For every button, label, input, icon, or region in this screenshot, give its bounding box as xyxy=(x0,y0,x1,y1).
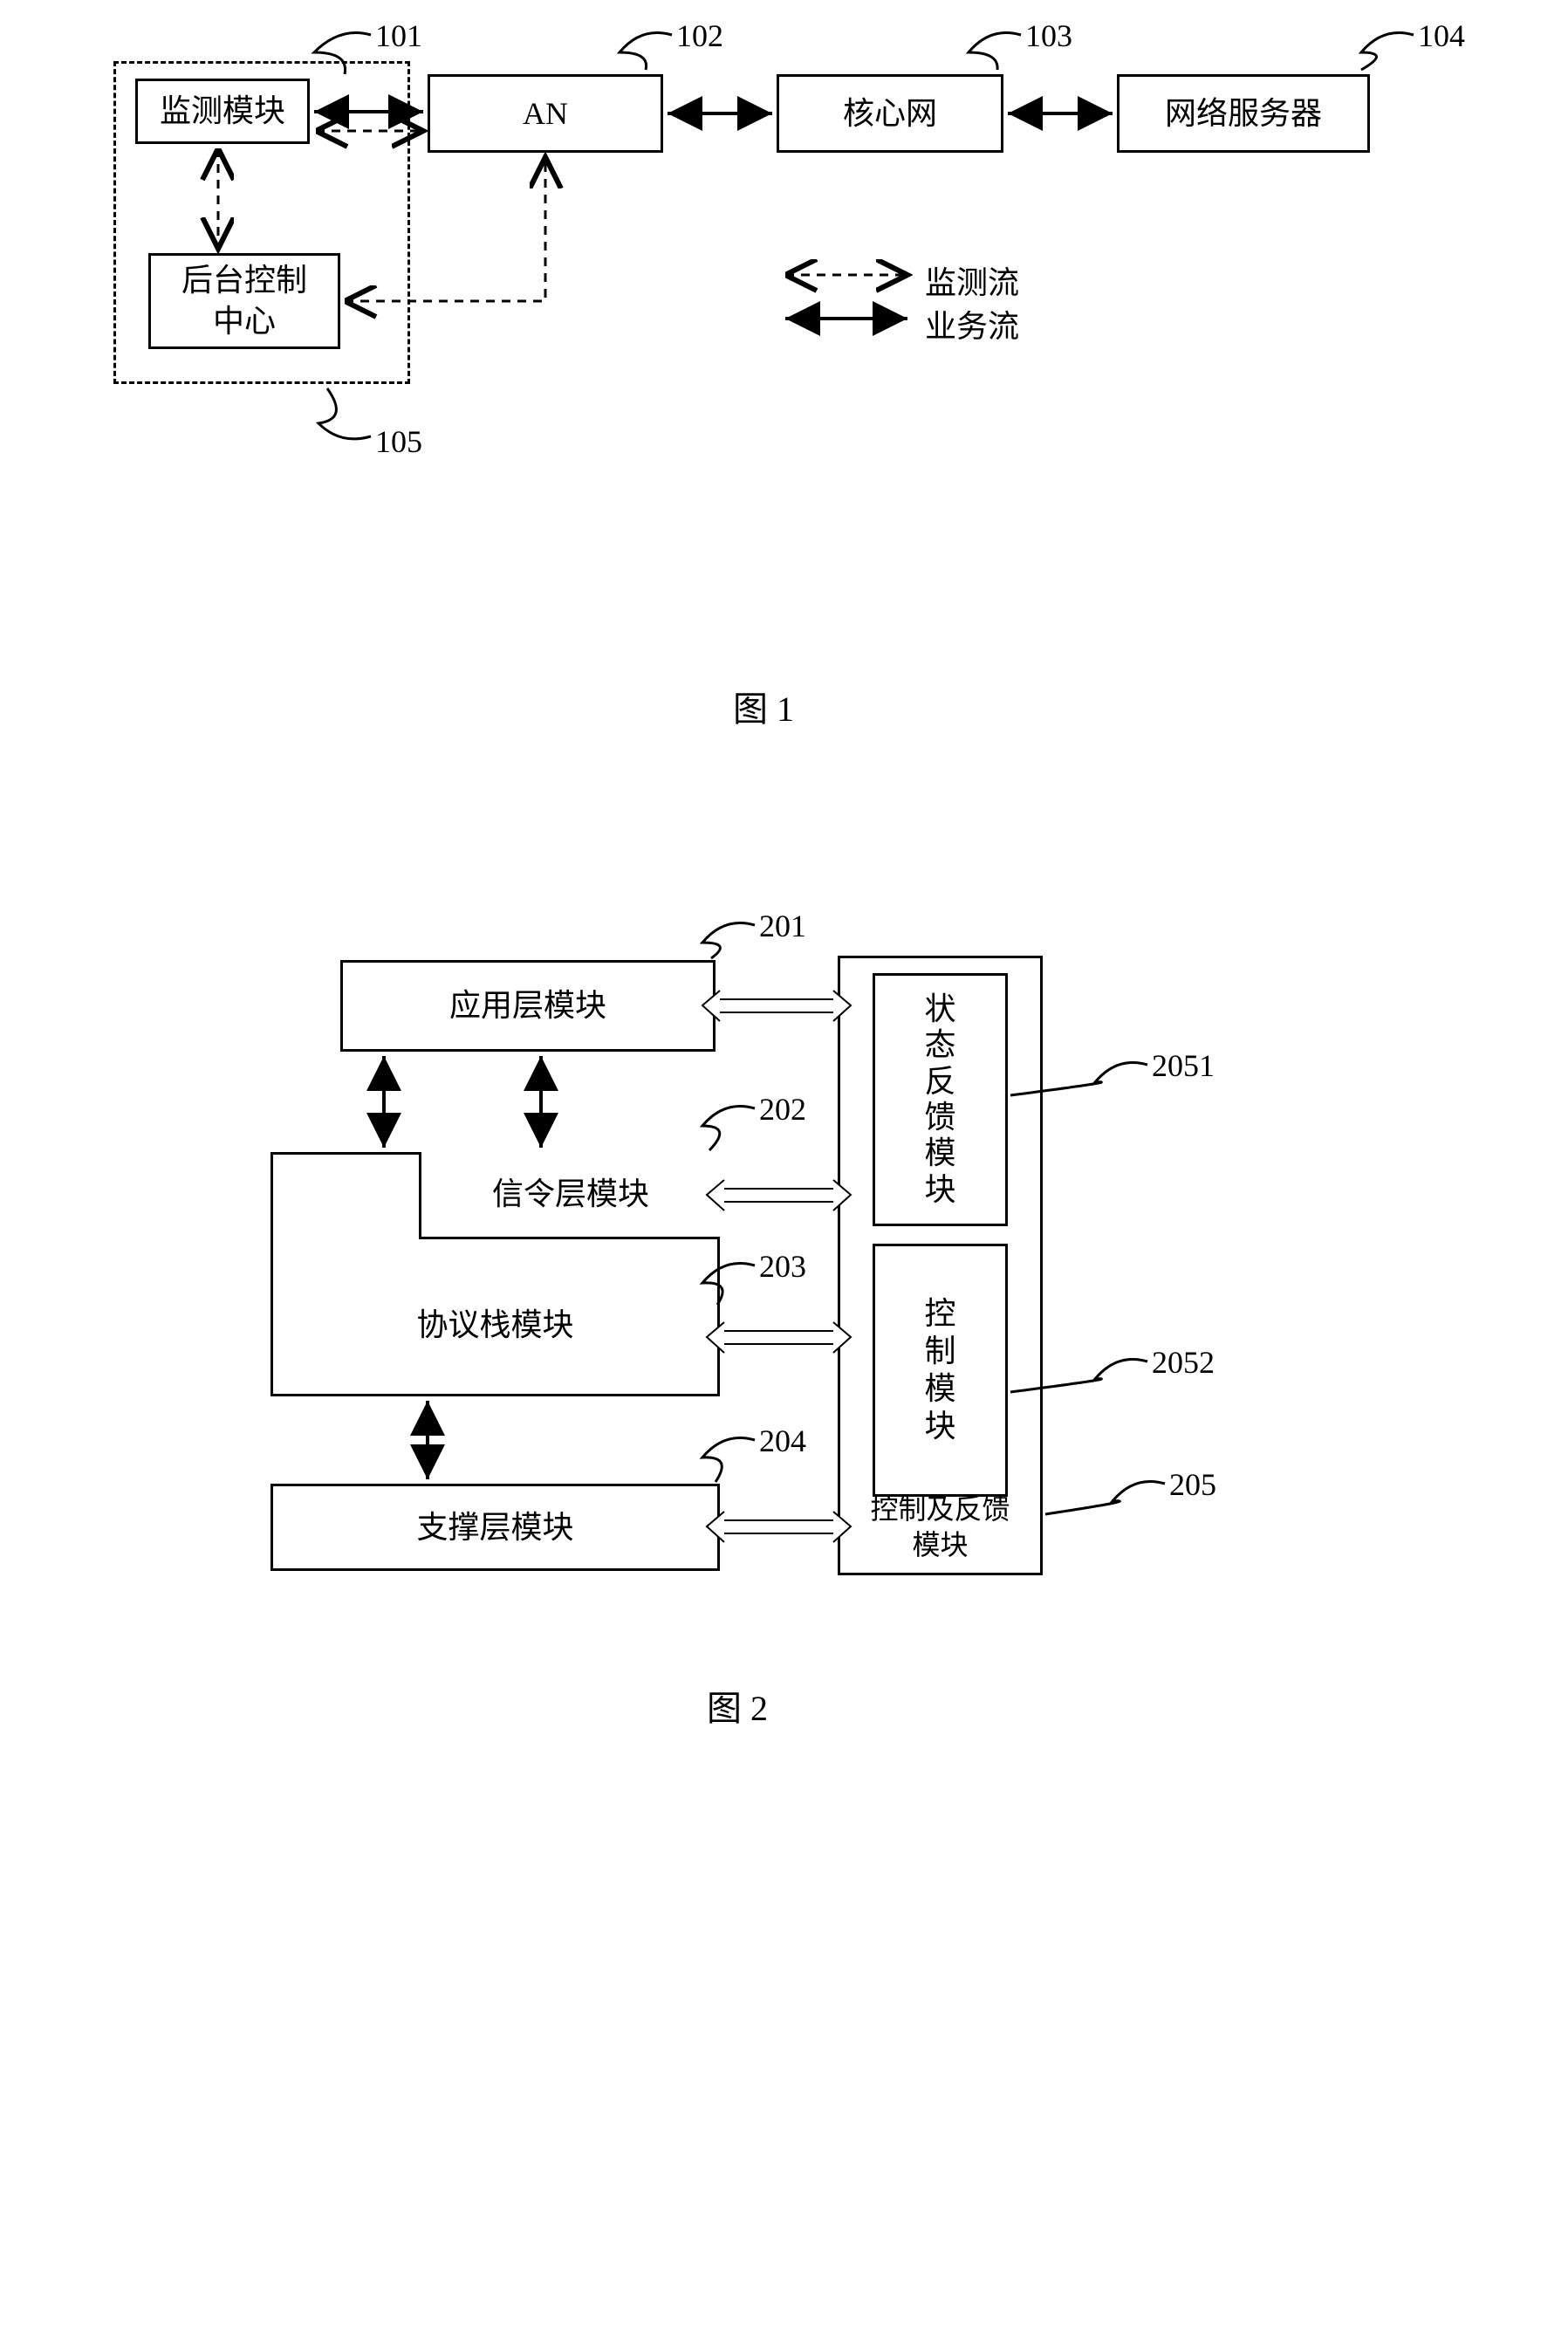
fig1-monitor-box: 监测模块 xyxy=(135,79,310,144)
fig1-legend-monitor-flow: 监测流 xyxy=(925,257,1019,303)
fig1-an-label: AN xyxy=(523,93,568,134)
fig2-caption: 图 2 xyxy=(707,1680,768,1731)
fig1-core-label: 核心网 xyxy=(843,93,937,134)
fig1-ref-105: 105 xyxy=(375,423,422,460)
fig2-control-label: 控 制 模 块 xyxy=(924,1295,955,1446)
fig2-feedback-box: 状 态 反 馈 模 块 xyxy=(873,973,1008,1226)
fig2-signal-box: 信令层模块 xyxy=(419,1152,720,1239)
fig1-core-box: 核心网 xyxy=(777,74,1003,153)
fig2-ref-204: 204 xyxy=(759,1423,806,1459)
fig2-ref-2051: 2051 xyxy=(1152,1047,1215,1084)
fig1-legend-service-flow: 业务流 xyxy=(925,301,1019,346)
fig2-app-label: 应用层模块 xyxy=(449,985,606,1026)
fig2-ref-203: 203 xyxy=(759,1248,806,1285)
fig2-protocol-label: 协议栈模块 xyxy=(416,1305,573,1346)
fig2-ctrl-feedback-label: 控制及反馈 模块 xyxy=(870,1492,1010,1564)
fig1-ref-102: 102 xyxy=(676,17,723,54)
fig1-server-box: 网络服务器 xyxy=(1117,74,1370,153)
fig2-feedback-label: 状 态 反 馈 模 块 xyxy=(924,991,955,1208)
fig2-ref-202: 202 xyxy=(759,1091,806,1128)
fig2-ref-201: 201 xyxy=(759,908,806,944)
fig2-signal-label: 信令层模块 xyxy=(492,1174,649,1215)
fig1-ref-104: 104 xyxy=(1418,17,1465,54)
fig2-support-box: 支撑层模块 xyxy=(270,1484,720,1571)
fig1-control-center-box: 后台控制 中心 xyxy=(148,253,340,349)
fig2-ref-2052: 2052 xyxy=(1152,1344,1215,1381)
fig1-ref-101: 101 xyxy=(375,17,422,54)
fig2-app-box: 应用层模块 xyxy=(340,960,716,1052)
fig1-an-box: AN xyxy=(428,74,663,153)
fig2-control-box: 控 制 模 块 xyxy=(873,1244,1008,1497)
fig2-ref-205: 205 xyxy=(1169,1466,1216,1503)
fig1-ref-103: 103 xyxy=(1025,17,1072,54)
fig1-monitor-label: 监测模块 xyxy=(160,91,285,132)
fig1-server-label: 网络服务器 xyxy=(1165,93,1322,134)
fig1-caption: 图 1 xyxy=(733,681,794,731)
fig1-control-center-label: 后台控制 中心 xyxy=(181,260,307,342)
fig2-support-label: 支撑层模块 xyxy=(416,1507,573,1548)
